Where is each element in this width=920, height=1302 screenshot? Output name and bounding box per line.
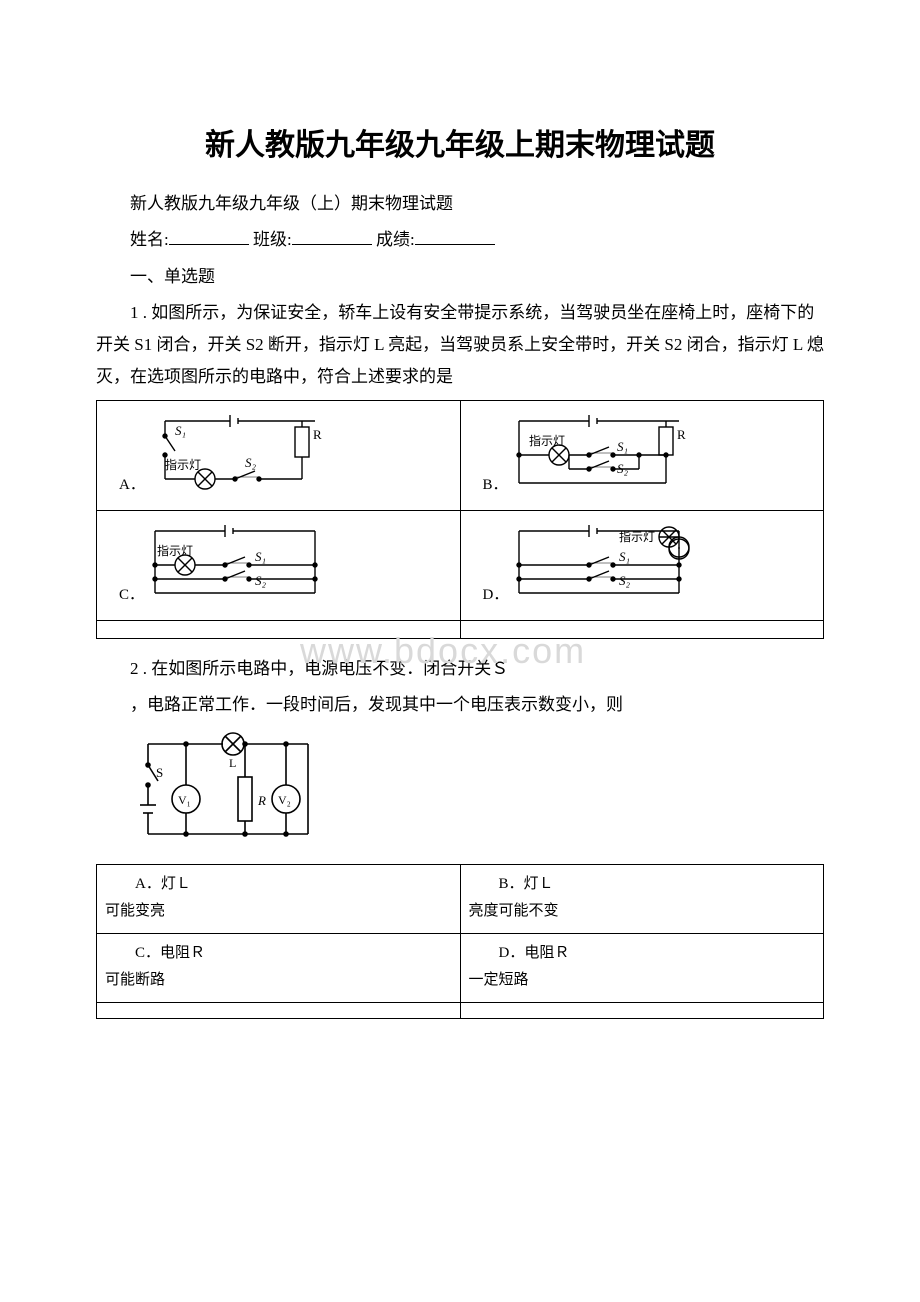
q2-d-head: D．电阻Ｒ: [469, 940, 816, 967]
q2-line1: 2 . 在如图所示电路中，电源电压不变．闭合开关Ｓ: [96, 653, 824, 685]
opt-b-label: B．: [483, 473, 508, 494]
q2-option-a: A．灯Ｌ 可能变亮: [97, 865, 461, 934]
q2-a-head: A．灯Ｌ: [105, 871, 452, 898]
q1-option-a: A． R S₁: [97, 400, 461, 510]
opt-a-label: A．: [119, 473, 145, 494]
section-heading: 一、单选题: [96, 261, 824, 293]
q2-d-body: 一定短路: [469, 967, 816, 994]
svg-text:指示灯: 指示灯: [529, 433, 565, 448]
svg-text:L: L: [229, 756, 236, 770]
page-title: 新人教版九年级九年级上期末物理试题: [96, 120, 824, 164]
svg-text:R: R: [313, 427, 322, 442]
class-label: 班级:: [253, 230, 292, 249]
q2-a-body: 可能变亮: [105, 898, 452, 925]
svg-text:S₁: S₁: [617, 439, 628, 454]
q1-options-table: A． R S₁: [96, 400, 824, 639]
score-blank: [415, 244, 495, 245]
opt-c-label: C．: [119, 583, 144, 604]
circuit-d-icon: 指示灯 S₁: [499, 519, 699, 610]
q1-option-d: D． 指示灯: [460, 510, 824, 620]
q2-circuit-icon: L S V₁ R V₂: [128, 729, 824, 854]
svg-text:S₁: S₁: [619, 549, 630, 564]
svg-text:指示灯: 指示灯: [619, 529, 655, 544]
svg-text:指示灯: 指示灯: [157, 543, 193, 558]
class-blank: [292, 244, 372, 245]
svg-text:S₁: S₁: [255, 549, 266, 564]
q2-line2: ，电路正常工作．一段时间后，发现其中一个电压表示数变小，则: [96, 689, 824, 721]
svg-text:S₂: S₂: [255, 573, 267, 588]
q2-option-d: D．电阻Ｒ 一定短路: [460, 934, 824, 1003]
q2-c-body: 可能断路: [105, 967, 452, 994]
q2-c-head: C．电阻Ｒ: [105, 940, 452, 967]
form-line: 姓名: 班级: 成绩:: [96, 224, 824, 256]
svg-text:R: R: [677, 427, 686, 442]
svg-text:R: R: [257, 793, 266, 808]
svg-text:S₂: S₂: [619, 573, 631, 588]
q2-option-c: C．电阻Ｒ 可能断路: [97, 934, 461, 1003]
svg-text:S₁: S₁: [175, 423, 186, 438]
q2-option-b: B．灯Ｌ 亮度可能不变: [460, 865, 824, 934]
subtitle: 新人教版九年级九年级（上）期末物理试题: [96, 188, 824, 220]
q1-spacer-r: [460, 620, 824, 638]
svg-text:S: S: [156, 765, 163, 780]
q1-option-b: B． R 指示灯: [460, 400, 824, 510]
q1-text: 1 . 如图所示，为保证安全，轿车上设有安全带提示系统，当驾驶员坐在座椅上时，座…: [96, 297, 824, 394]
score-label: 成绩:: [376, 230, 415, 249]
circuit-b-icon: R 指示灯 S₁: [499, 409, 699, 500]
name-blank: [169, 244, 249, 245]
q2-options-table: A．灯Ｌ 可能变亮 B．灯Ｌ 亮度可能不变 C．电阻Ｒ 可能断路 D．电阻Ｒ 一…: [96, 864, 824, 1019]
svg-text:V₂: V₂: [278, 793, 291, 807]
circuit-c-icon: 指示灯 S₁ S₂: [135, 519, 335, 610]
svg-text:S₂: S₂: [245, 455, 257, 470]
q2-b-body: 亮度可能不变: [469, 898, 816, 925]
q1-spacer-l: [97, 620, 461, 638]
q2-b-head: B．灯Ｌ: [469, 871, 816, 898]
svg-text:V₁: V₁: [178, 793, 191, 807]
circuit-a-icon: R S₁ 指示灯 S₂: [135, 409, 335, 500]
q1-option-c: C． 指示灯: [97, 510, 461, 620]
name-label: 姓名:: [130, 230, 169, 249]
q2-spacer-r: [460, 1003, 824, 1019]
opt-d-label: D．: [483, 583, 509, 604]
q2-spacer-l: [97, 1003, 461, 1019]
svg-text:指示灯: 指示灯: [165, 457, 201, 472]
